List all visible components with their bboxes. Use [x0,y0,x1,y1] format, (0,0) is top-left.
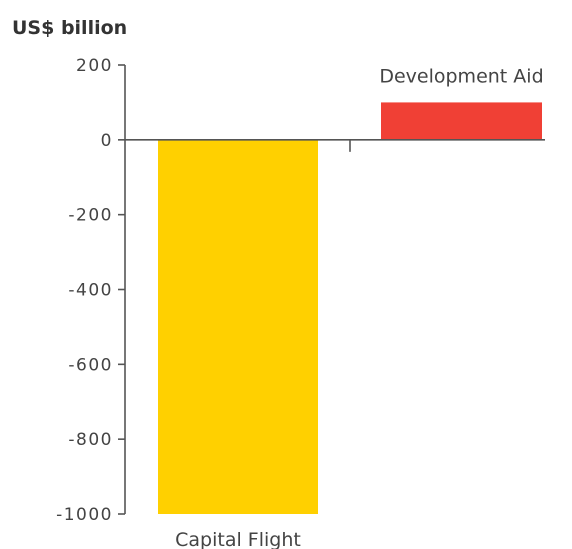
y-tick-label: -600 [68,355,113,375]
y-tick-label: 0 [101,131,113,151]
y-tick-label: -1000 [56,505,113,525]
bar-development-aid [381,102,542,140]
unit-label: US$ billion [12,17,127,39]
y-tick-label: 200 [76,56,113,76]
y-tick-label: -800 [68,430,113,450]
bars-layer [158,102,542,515]
category-label-development-aid: Development Aid [379,65,543,87]
category-labels: Capital Flight Development Aid [175,65,544,549]
y-tick-label: -400 [68,281,113,301]
category-label-capital-flight: Capital Flight [175,529,301,549]
y-axis-ticks: 200 0 -200 -400 -600 -800 -1000 [56,56,351,525]
bar-capital-flight [158,139,318,515]
y-tick-label: -200 [68,206,113,226]
